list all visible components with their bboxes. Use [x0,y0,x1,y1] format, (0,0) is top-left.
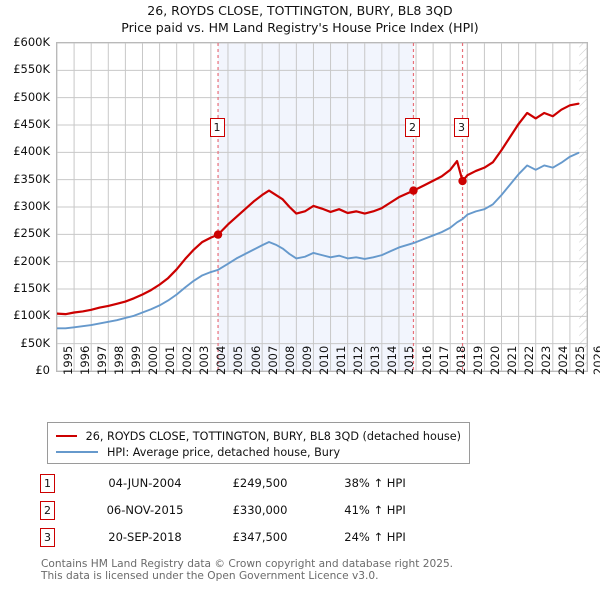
chart-svg [57,43,587,371]
legend-item-property: 26, ROYDS CLOSE, TOTTINGTON, BURY, BL8 3… [56,428,461,444]
legend-label-property: 26, ROYDS CLOSE, TOTTINGTON, BURY, BL8 3… [85,429,461,443]
y-axis-tick-label: £550K [13,62,50,77]
y-axis-tick-label: £100K [13,308,50,323]
y-axis-tick-label: £150K [13,281,50,295]
title-subtitle: Price paid vs. HM Land Registry's House … [121,20,479,35]
sale-date: 06-NOV-2015 [106,503,184,517]
y-axis-tick-label: £50K [20,335,51,350]
sale-price: £249,500 [232,476,288,490]
sale-date: 20-SEP-2018 [108,530,182,544]
legend-swatch-property [56,435,77,437]
table-row: 1 04-JUN-2004 £249,500 38% ↑ HPI [40,472,460,499]
sale-hpi-delta: 41% ↑ HPI [344,503,406,517]
sale-index-badge: 2 [40,501,55,520]
sale-price: £347,500 [232,530,288,544]
chart-canvas [57,43,587,371]
sale-hpi-delta: 24% ↑ HPI [344,530,406,544]
table-row: 3 20-SEP-2018 £347,500 24% ↑ HPI [40,526,460,553]
page-title: 26, ROYDS CLOSE, TOTTINGTON, BURY, BL8 3… [0,2,600,36]
sale-index-badge: 3 [40,528,55,547]
sale-hpi-delta: 38% ↑ HPI [344,476,406,490]
legend-label-hpi: HPI: Average price, detached house, Bury [107,445,341,459]
table-row: 2 06-NOV-2015 £330,000 41% ↑ HPI [40,499,460,526]
sale-price: £330,000 [232,503,288,517]
footer-attribution: Contains HM Land Registry data © Crown c… [41,558,561,583]
x-axis-tick-label: 2026 [590,345,600,375]
y-axis-tick-label: £200K [13,253,50,268]
legend-swatch-hpi [56,451,98,453]
chart-legend: 26, ROYDS CLOSE, TOTTINGTON, BURY, BL8 3… [47,422,470,464]
footer-line-1: Contains HM Land Registry data © Crown c… [41,558,454,570]
y-axis-tick-label: £300K [13,199,50,213]
y-axis-tick-label: £250K [13,226,50,241]
title-address: 26, ROYDS CLOSE, TOTTINGTON, BURY, BL8 3… [147,3,453,18]
legend-item-hpi: HPI: Average price, detached house, Bury [56,444,461,460]
y-axis-tick-label: £0 [35,363,50,377]
sale-date: 04-JUN-2004 [108,476,182,490]
chart-plot-area [56,42,588,372]
y-axis-tick-label: £350K [13,171,50,186]
footer-line-2: This data is licensed under the Open Gov… [41,570,379,583]
sale-index-badge: 1 [40,474,55,493]
y-axis-tick-label: £450K [13,117,50,131]
sales-table: 1 04-JUN-2004 £249,500 38% ↑ HPI 2 06-NO… [40,472,460,553]
y-axis-tick-label: £500K [13,89,50,104]
y-axis-tick-label: £400K [13,144,50,159]
y-axis-tick-label: £600K [13,35,50,49]
